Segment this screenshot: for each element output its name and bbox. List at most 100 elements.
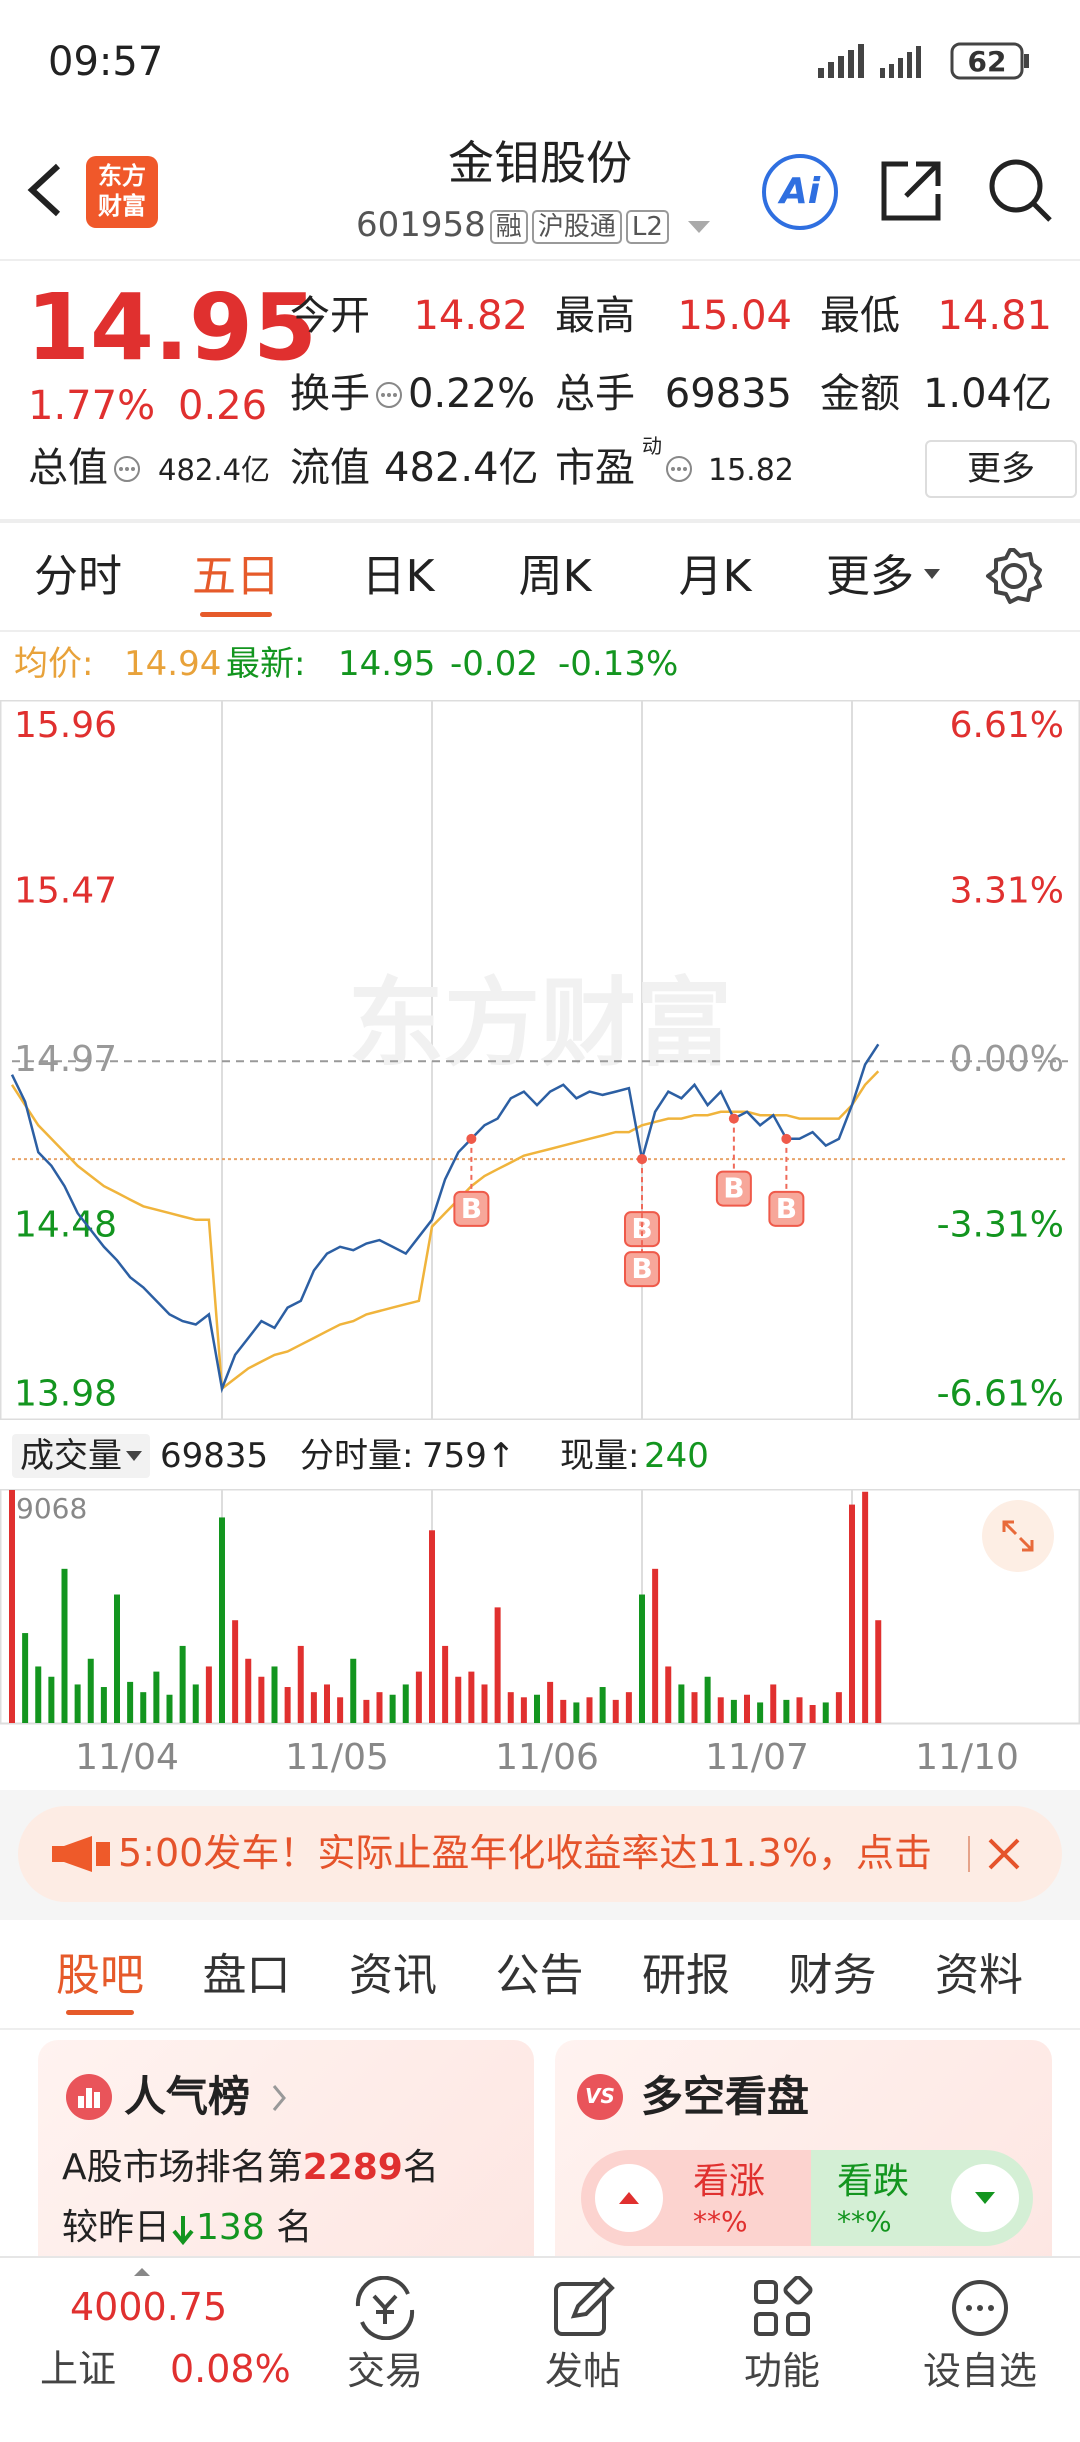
section-tab[interactable]: 研报 [642,1950,730,2001]
volume-bar [100,1687,107,1723]
volume-bar [402,1684,409,1723]
volume-bar [35,1666,42,1723]
expand-button[interactable] [982,1500,1054,1572]
chart-tab[interactable]: 日K [361,551,435,602]
battery-level: 62 [967,45,1007,78]
date-label: 11/10 [915,1737,1019,1778]
volume-bar [573,1702,580,1723]
sentiment-card[interactable]: VS 多空看盘 看涨 **% 看跌 **% [555,2040,1052,2280]
chart-tab[interactable]: 更多 [826,551,914,602]
marker-badge [624,1251,660,1288]
stock-code: 601958 [356,205,486,245]
section-tab[interactable]: 资料 [935,1950,1023,2001]
separator [968,1836,970,1872]
avg-line [10,1070,880,1392]
volume-bar [310,1692,317,1723]
last-price: 14.95 [26,274,318,381]
info-icon[interactable] [374,380,404,410]
volume-bar [376,1692,383,1723]
volume-bar [507,1692,514,1723]
volume-bar [783,1699,790,1723]
watermark: 东方财富 [348,967,732,1079]
section-tab[interactable]: 资讯 [349,1950,437,2001]
volume-bar [337,1697,344,1723]
bear-button[interactable]: 看跌 **% [811,2150,1033,2246]
divider [0,2028,1080,2030]
chevron [272,2085,286,2111]
volume-selector[interactable]: 成交量 [12,1434,150,1478]
avg-value: 14.94 [124,644,222,684]
promo-banner[interactable]: 5:00发车！实际止盈年化收益率达11.3%，点击 [18,1806,1062,1902]
nav-item[interactable]: 设自选 [922,2349,1038,2393]
latest-diff-pct: -0.13% [558,644,679,684]
divider [0,259,1080,261]
up-triangle [619,2192,639,2204]
index-name[interactable]: 上证 [40,2347,117,2391]
chart-tab-active[interactable]: 五日 [192,551,280,602]
section-tab[interactable]: 公告 [495,1950,584,2001]
chart-tab[interactable]: 月K [678,551,752,602]
volume-bar [717,1697,724,1723]
volume-bar [481,1684,488,1723]
rank-icon [66,2074,112,2120]
date-label: 11/04 [75,1737,179,1778]
marker-label: B [723,1172,744,1205]
stat-value: 15.04 [677,293,792,339]
tag: 融 [489,209,528,244]
chart-tab[interactable]: 周K [518,551,592,602]
volume-bar [612,1699,619,1723]
index-value[interactable]: 4000.75 [70,2285,228,2329]
trade-icon [355,2276,415,2340]
change: 0.26 [178,383,268,429]
tag: 沪股通 [531,209,622,244]
share-button[interactable] [878,156,944,224]
vs-icon: VS [577,2074,623,2120]
volume-bar [691,1692,698,1723]
volume-bar [48,1676,55,1723]
volume-bar [520,1697,527,1723]
info-icon[interactable] [112,454,142,484]
marker-badge [768,1190,805,1227]
info-icon[interactable] [664,454,694,484]
volume-bar [744,1694,750,1723]
marker-badge [453,1190,490,1227]
bull-button[interactable]: 看涨 **% [581,2150,811,2246]
rank-line: A股市场排名第2289名 [62,2150,439,2186]
down-arrow [172,2216,194,2246]
app-logo: 东方 财富 [86,156,158,228]
section-tab[interactable]: 财务 [788,1950,877,2001]
y-tick-label: 14.97 [14,1039,117,1080]
stat-label: 今开 [290,293,370,339]
volume-bar [297,1645,304,1723]
watchlist-icon [952,2280,1008,2336]
delta-value: 138 [196,2207,265,2248]
popularity-card[interactable]: 人气榜 A股市场排名第2289名 较昨日 138 名 [38,2040,534,2280]
section-tab-active[interactable]: 股吧 [56,1950,144,2001]
divider [0,519,1080,523]
status-icons [818,42,1029,80]
y-tick-label: 14.48 [14,1205,117,1246]
delta-suffix: 名 [276,2207,313,2248]
tab-underline [66,2010,134,2015]
chart-tab[interactable]: 分时 [34,551,122,602]
stat-value: 15.82 [708,453,794,488]
ai-button[interactable]: Ai [762,154,838,230]
tag: L2 [625,209,669,244]
settings-button[interactable] [984,546,1044,606]
nav-item[interactable]: 发帖 [544,2349,622,2393]
back-button[interactable] [20,160,70,220]
close-button[interactable] [984,1834,1024,1874]
volume-bar [166,1694,173,1723]
logo-text: 财富 [98,192,146,220]
index-pct[interactable]: 0.08% [170,2347,291,2391]
volume-bar [415,1671,422,1723]
rank-value: 2289 [302,2147,403,2188]
section-tab[interactable]: 盘口 [202,1950,291,2001]
nav-item[interactable]: 功能 [743,2349,821,2393]
search-button[interactable] [986,156,1054,224]
dropdown-arrow[interactable] [686,217,712,237]
banner-text: 5:00发车！实际止盈年化收益率达11.3%，点击 [118,1834,933,1872]
more-button[interactable]: 更多 [925,440,1077,498]
nav-item[interactable]: 交易 [346,2349,424,2393]
